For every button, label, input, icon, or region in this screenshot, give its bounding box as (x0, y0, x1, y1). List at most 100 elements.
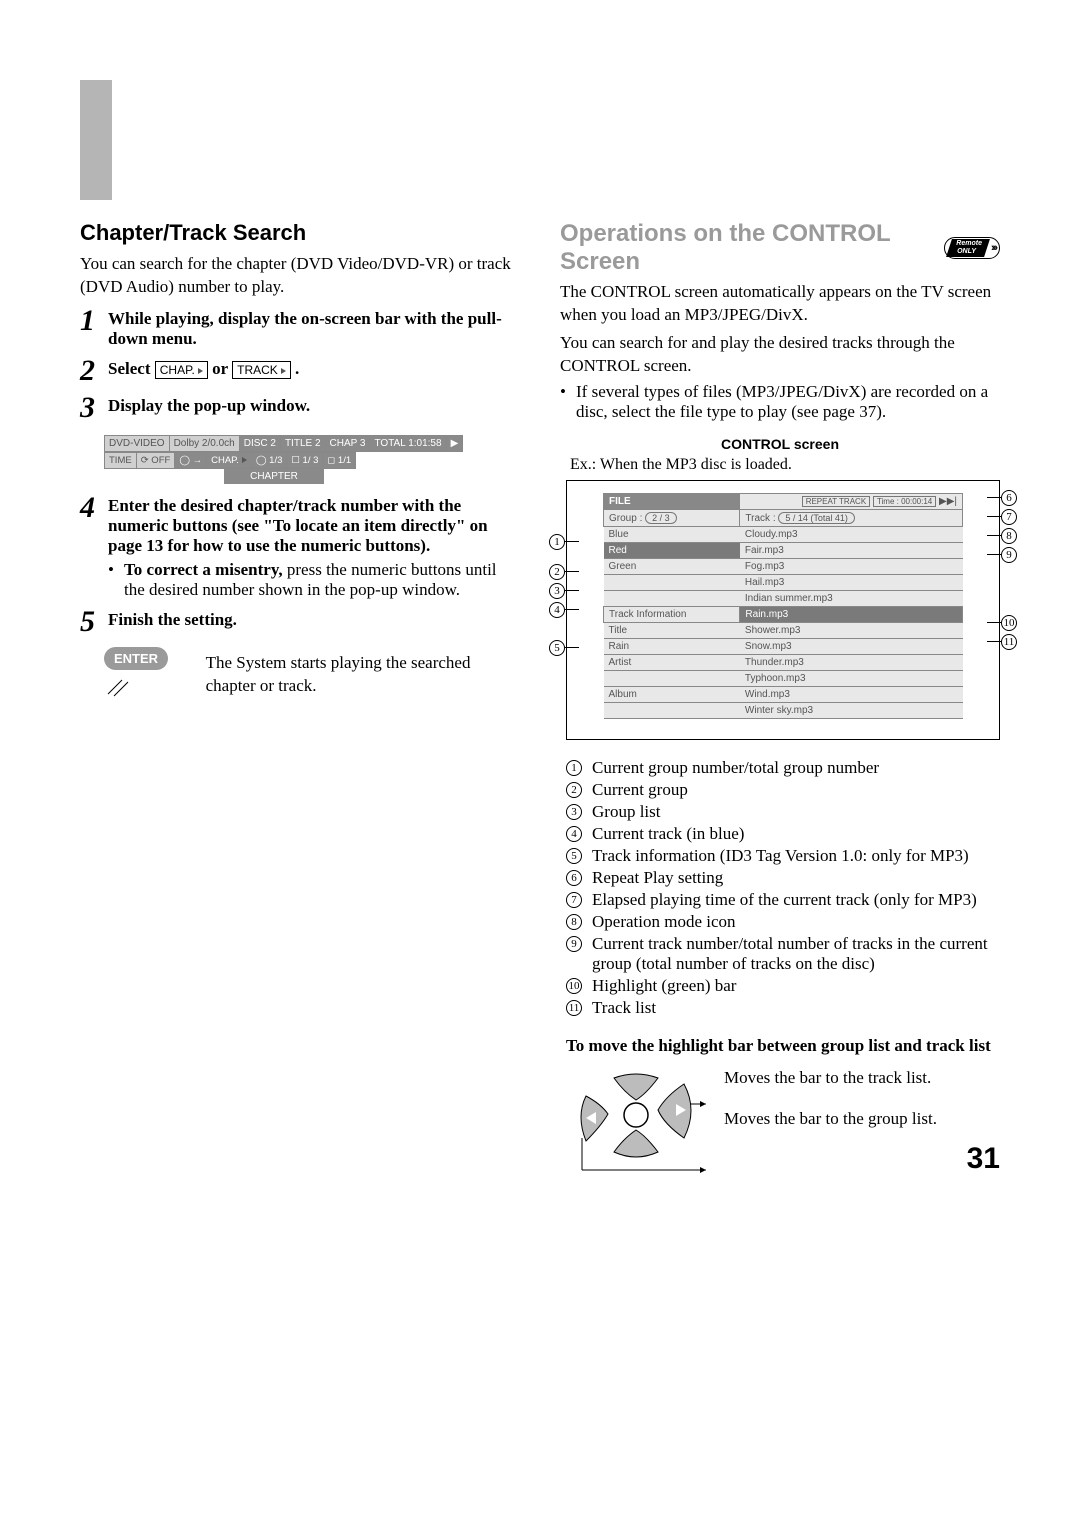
callouts-right: 6 7 8 9 10 11 (987, 487, 1017, 653)
co-1: 1 (549, 534, 565, 550)
legend-num: 9 (566, 936, 582, 952)
step4-sub: • To correct a misentry, press the numer… (108, 560, 520, 600)
diag-info-2: Artist (604, 654, 740, 670)
diag-trk-8: Thunder.mp3 (740, 654, 963, 670)
right-heading-text: Operations on the CONTROL Screen (560, 220, 936, 276)
diag-trk-10: Wind.mp3 (740, 686, 963, 702)
diag-file: FILE (604, 493, 740, 509)
diag-trk-11: Winter sky.mp3 (740, 702, 963, 718)
legend-num: 8 (566, 914, 582, 930)
right-p3: If several types of files (MP3/JPEG/DivX… (576, 382, 1000, 422)
legend-item: 2Current group (566, 780, 1000, 800)
bar-r2-6: ◻ 1/1 (323, 452, 356, 469)
legend-num: 11 (566, 1000, 582, 1016)
co-5: 5 (549, 640, 565, 656)
bar-r2-5: ☐ 1/ 3 (287, 452, 323, 469)
enter-text: The System starts playing the searched c… (206, 651, 520, 698)
legend-item: 5 Track information (ID3 Tag Version 1.0:… (566, 846, 1000, 866)
legend-text: Elapsed playing time of the current trac… (592, 890, 1000, 910)
bar-chapter: CHAPTER (224, 469, 324, 484)
diag-top-right: REPEAT TRACK Time : 00:00:14 ▶▶| (740, 493, 963, 509)
legend-text: Group list (592, 802, 1000, 822)
legend-item: 3 Group list (566, 802, 1000, 822)
side-tab (80, 80, 112, 200)
step-5: 5 Finish the setting. (80, 610, 520, 637)
right-p2: You can search for and play the desired … (560, 331, 1000, 378)
track-chip: TRACK (232, 361, 291, 379)
step-num-3: 3 (80, 393, 102, 423)
diag-trk-7: Snow.mp3 (740, 638, 963, 654)
legend-item: 1Current group number/total group number (566, 758, 1000, 778)
chap-chip: CHAP. (155, 361, 208, 379)
co-4: 4 (549, 602, 565, 618)
legend-num: 5 (566, 848, 582, 864)
diag-info-3 (604, 670, 740, 686)
step4-text: Enter the desired chapter/track number w… (108, 496, 488, 555)
bar-r2-3: CHAP. (207, 452, 252, 469)
legend-text: Repeat Play setting (592, 868, 1000, 888)
step3-text: Display the pop-up window. (108, 396, 310, 415)
step-num-4: 4 (80, 493, 102, 523)
diag-trk-5: Rain.mp3 (740, 606, 963, 622)
right-p1: The CONTROL screen automatically appears… (560, 280, 1000, 327)
control-screen-diagram: 1 2 3 4 5 6 7 8 9 10 11 FILE (566, 480, 1000, 740)
bar-r2-1: ⟳ OFF (137, 452, 176, 469)
diag-info-5 (604, 702, 740, 718)
legend-text: Track information (ID3 Tag Version 1.0: … (592, 846, 1000, 866)
step2-pre: Select (108, 359, 155, 378)
diag-trk-0: Cloudy.mp3 (740, 526, 963, 542)
page-number: 31 (967, 1142, 1000, 1176)
legend-text: Current track (in blue) (592, 824, 1000, 844)
legend-num: 3 (566, 804, 582, 820)
legend-text: Current group (592, 780, 1000, 800)
legend-num: 10 (566, 978, 582, 994)
legend-item: 7Elapsed playing time of the current tra… (566, 890, 1000, 910)
left-intro: You can search for the chapter (DVD Vide… (80, 252, 520, 299)
step-num-2: 2 (80, 356, 102, 386)
legend-num: 4 (566, 826, 582, 842)
remote-only-badge: RemoteONLY ››› (944, 237, 1000, 259)
diag-track-val: 5 / 14 (Total 41) (778, 512, 855, 524)
nav-text-1: Moves the bar to the track list. (724, 1066, 1000, 1089)
pointer-icon (104, 670, 144, 698)
left-column: Chapter/Track Search You can search for … (80, 220, 520, 1176)
legend-text: Track list (592, 998, 1000, 1018)
legend-text: Current track number/total number of tra… (592, 934, 1000, 974)
step-3: 3 Display the pop-up window. (80, 396, 520, 423)
diag-time: Time : 00:00:14 (873, 496, 936, 507)
diag-track-label: Track : (745, 513, 775, 524)
right-column: Operations on the CONTROL Screen RemoteO… (560, 220, 1000, 1176)
onscreen-bar: DVD-VIDEO Dolby 2/0.0ch DISC 2 TITLE 2 C… (104, 435, 444, 484)
bar-r1-5: TOTAL 1:01:58 (370, 435, 446, 452)
signal-icon: ››› (991, 242, 996, 254)
dpad-icon (566, 1066, 706, 1176)
diag-trackinfo: Track Information (604, 606, 740, 622)
bar-r2-2: ◯ → (175, 452, 207, 469)
remote-bot: ONLY (954, 248, 980, 256)
control-screen-subtitle: Ex.: When the MP3 disc is loaded. (570, 456, 1000, 474)
legend-text: Current group number/total group number (592, 758, 1000, 778)
step-4: 4 Enter the desired chapter/track number… (80, 496, 520, 600)
step-2: 2 Select CHAP. or TRACK . (80, 359, 520, 386)
legend-text: Highlight (green) bar (592, 976, 1000, 996)
nav-row: Moves the bar to the track list. Moves t… (566, 1066, 1000, 1176)
diag-trk-1: Fair.mp3 (740, 542, 963, 558)
diag-grp-blank2 (604, 590, 740, 606)
co-2: 2 (549, 564, 565, 580)
legend-item: 4 Current track (in blue) (566, 824, 1000, 844)
callouts-left: 1 2 3 4 5 (549, 531, 579, 659)
step-1: 1 While playing, display the on-screen b… (80, 309, 520, 349)
diag-trk-4: Indian summer.mp3 (740, 590, 963, 606)
move-title: To move the highlight bar between group … (566, 1036, 1000, 1056)
legend-item: 11 Track list (566, 998, 1000, 1018)
diag-trk-6: Shower.mp3 (740, 622, 963, 638)
legend-item: 9 Current track number/total number of tr… (566, 934, 1000, 974)
diag-repeat: REPEAT TRACK (802, 496, 870, 507)
enter-row: ENTER The System starts playing the sear… (104, 647, 520, 703)
legend: 1Current group number/total group number… (566, 758, 1000, 1018)
control-screen-title: CONTROL screen (560, 436, 1000, 452)
bullet-icon: • (560, 382, 570, 422)
diag-table: FILE REPEAT TRACK Time : 00:00:14 ▶▶| Gr… (603, 493, 963, 719)
step5-text: Finish the setting. (108, 610, 237, 629)
co-6: 6 (1001, 490, 1017, 506)
